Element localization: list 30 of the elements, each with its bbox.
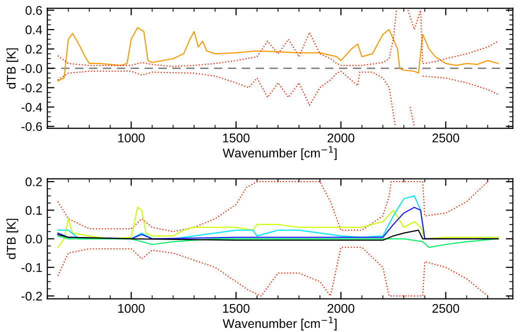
y-tick-label: 0.4 [26, 25, 42, 34]
y-tick-label: -0.4 [21, 102, 42, 112]
x-tick-label: 2500 [432, 304, 460, 313]
y-tick-label: -0.1 [21, 263, 42, 272]
x-tick-label: 1000 [118, 304, 145, 313]
y-tick-label: -0.0 [21, 64, 42, 73]
y-axis-title: dTB [K] [6, 48, 18, 89]
x-tick-label: 2500 [432, 134, 460, 142]
y-tick-label: -0.2 [21, 292, 42, 301]
y-tick-label: -0.2 [21, 83, 42, 92]
line-series [57, 27, 499, 82]
line-series [57, 206, 499, 248]
y-tick-label: 0.2 [26, 177, 42, 186]
y-tick-label: -0.6 [21, 122, 42, 132]
line-series [57, 181, 488, 232]
x-tick-label: 1500 [223, 304, 250, 313]
y-tick-label: 0.1 [26, 206, 42, 215]
line-series [57, 230, 499, 241]
x-tick-label: 1500 [223, 134, 250, 142]
y-tick-label: 0.2 [26, 44, 42, 54]
line-series [57, 235, 499, 248]
x-axis-title: Wavenumber [cm$^{−1}$] [222, 146, 337, 160]
y-tick-label: 0.0 [26, 234, 42, 244]
x-tick-label: 1000 [118, 134, 145, 142]
x-axis-title: Wavenumber [cm$^{−1}$] [222, 316, 337, 330]
line-series [57, 246, 488, 296]
y-tick-label: 0.6 [26, 6, 42, 15]
x-tick-label: 2000 [328, 304, 354, 313]
y-axis-title: dTB [K] [6, 218, 18, 260]
x-tick-label: 2000 [328, 134, 354, 142]
